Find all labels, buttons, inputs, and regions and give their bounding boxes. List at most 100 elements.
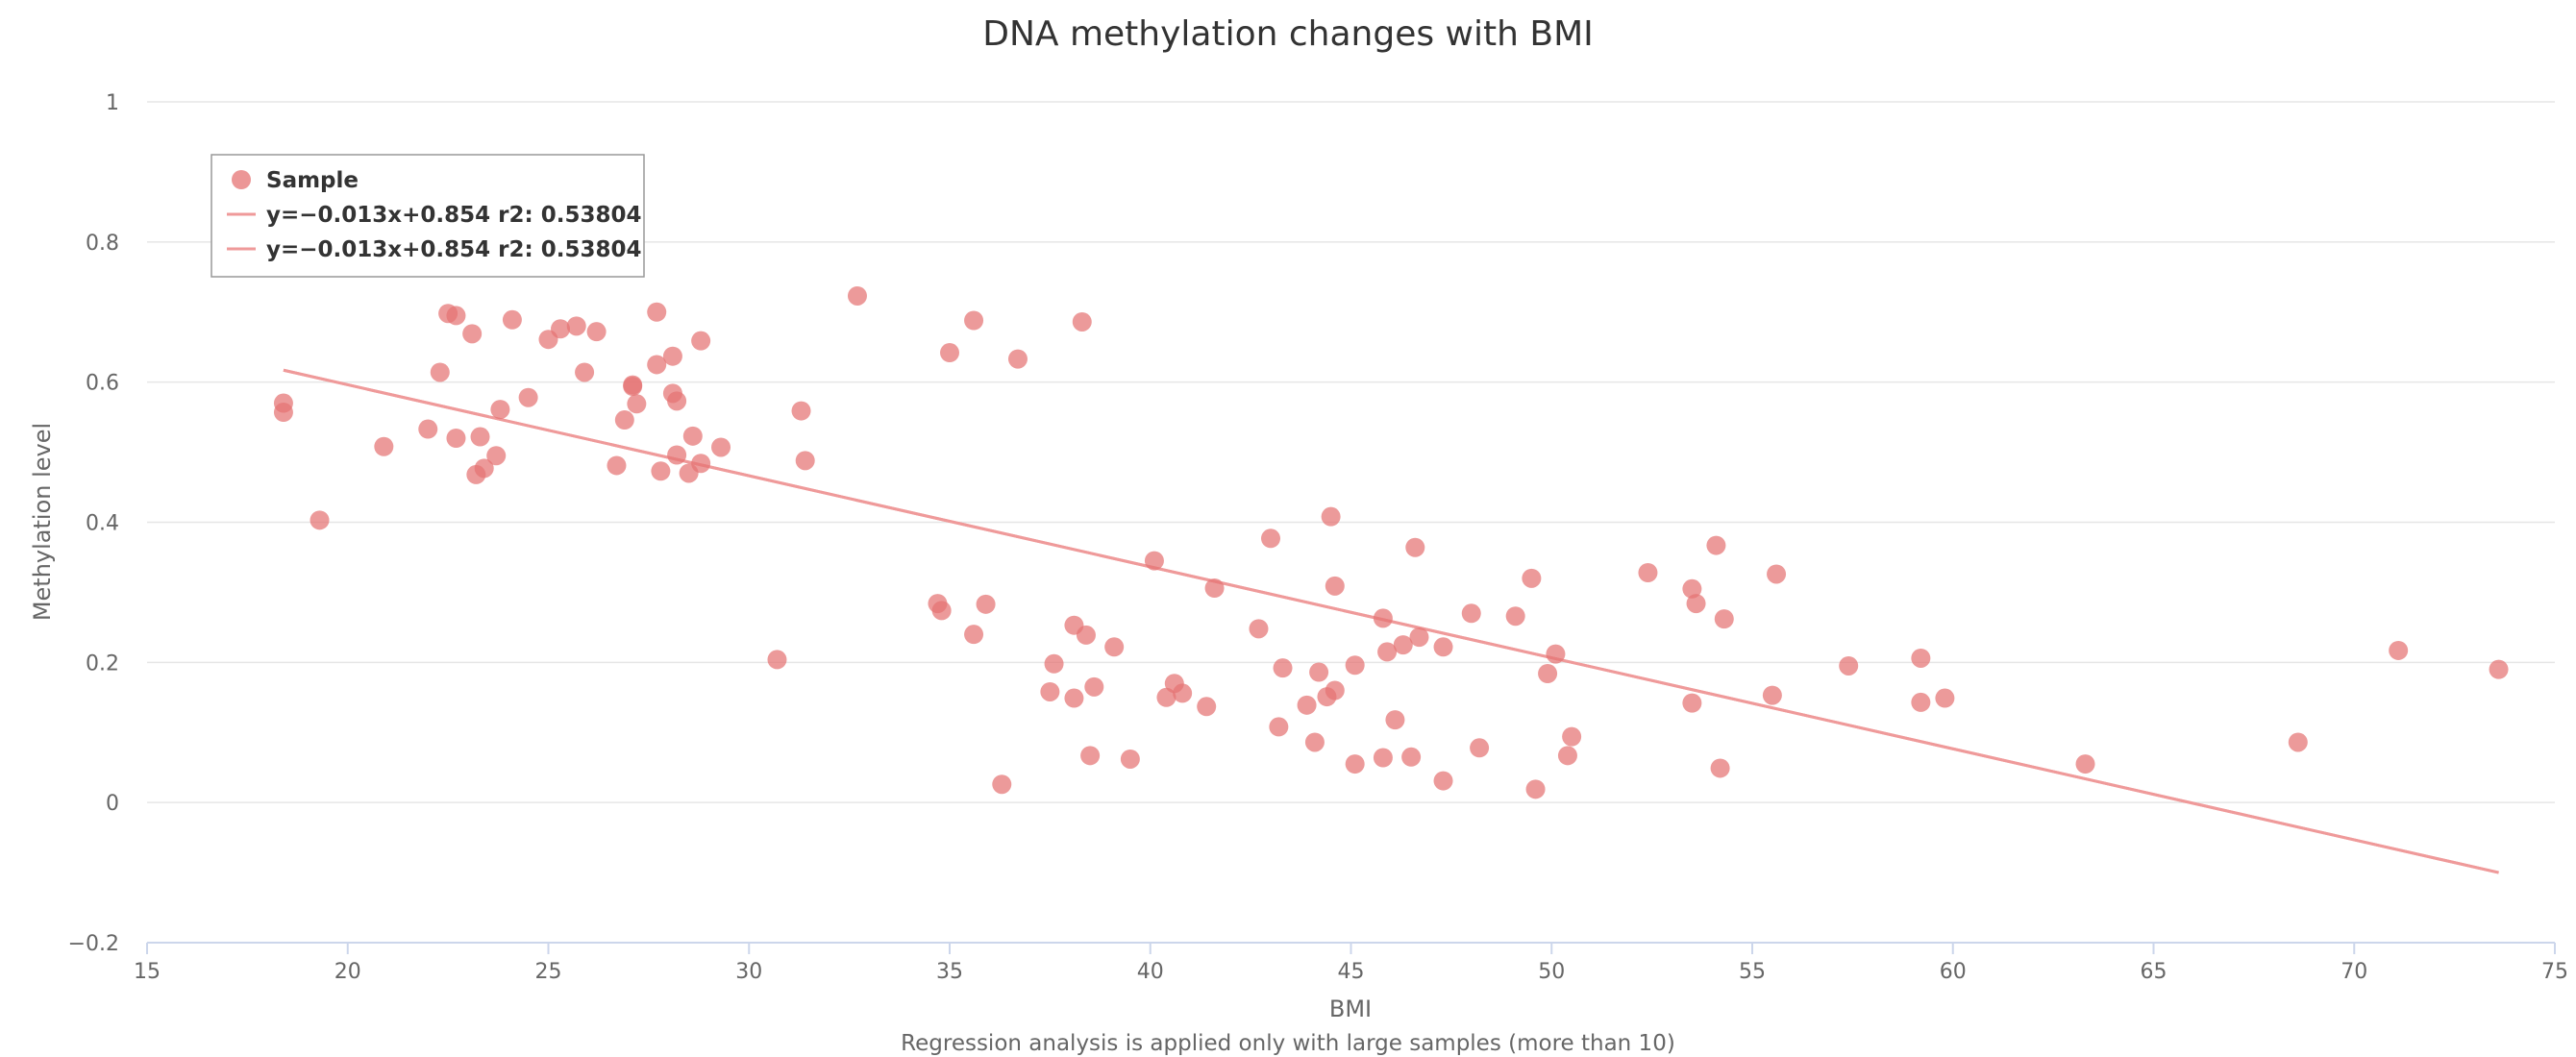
data-point[interactable]	[1273, 658, 1293, 678]
data-point[interactable]	[651, 461, 671, 481]
data-point[interactable]	[614, 410, 634, 430]
data-point[interactable]	[1557, 746, 1577, 766]
data-point[interactable]	[1120, 749, 1140, 769]
data-point[interactable]	[1080, 746, 1101, 766]
data-point[interactable]	[1538, 664, 1558, 683]
data-point[interactable]	[964, 625, 984, 645]
data-point[interactable]	[1562, 726, 1582, 747]
data-point[interactable]	[1686, 594, 1706, 614]
data-point[interactable]	[1911, 648, 1931, 668]
data-point[interactable]	[1839, 655, 1859, 676]
data-point[interactable]	[1345, 655, 1365, 676]
data-point[interactable]	[462, 324, 483, 344]
data-point[interactable]	[1762, 685, 1782, 705]
data-point[interactable]	[682, 426, 703, 446]
data-point[interactable]	[374, 436, 394, 456]
data-point[interactable]	[1377, 642, 1398, 662]
data-point[interactable]	[446, 306, 466, 326]
data-point[interactable]	[940, 343, 959, 363]
data-point[interactable]	[1044, 653, 1064, 674]
data-point[interactable]	[1007, 349, 1028, 369]
data-point[interactable]	[418, 419, 438, 439]
data-point[interactable]	[551, 319, 571, 339]
data-point[interactable]	[502, 309, 522, 330]
data-point[interactable]	[1714, 609, 1734, 629]
data-point[interactable]	[691, 454, 711, 474]
data-point[interactable]	[623, 377, 643, 397]
data-point[interactable]	[1104, 637, 1125, 657]
data-point[interactable]	[847, 285, 867, 306]
data-point[interactable]	[1076, 625, 1096, 645]
data-point[interactable]	[1072, 311, 1092, 332]
legend-sample-label[interactable]: Sample	[266, 168, 359, 193]
data-point[interactable]	[1433, 771, 1453, 791]
data-point[interactable]	[711, 437, 731, 457]
data-point[interactable]	[1470, 738, 1490, 758]
data-point[interactable]	[1401, 747, 1422, 767]
data-point[interactable]	[1393, 635, 1413, 655]
data-point[interactable]	[1682, 578, 1702, 599]
data-point[interactable]	[931, 601, 952, 621]
data-point[interactable]	[1525, 779, 1546, 799]
data-point[interactable]	[1204, 578, 1225, 599]
data-point[interactable]	[1522, 568, 1542, 588]
data-point[interactable]	[1325, 576, 1345, 596]
data-point[interactable]	[586, 322, 607, 342]
data-point[interactable]	[607, 455, 627, 476]
legend-line2-label[interactable]: y=−0.013x+0.854 r2: 0.53804	[266, 237, 641, 262]
data-point[interactable]	[1911, 692, 1931, 712]
data-point[interactable]	[964, 310, 984, 331]
data-point[interactable]	[1433, 637, 1453, 657]
data-point[interactable]	[273, 393, 293, 413]
data-point[interactable]	[691, 331, 711, 351]
data-point[interactable]	[470, 427, 490, 447]
data-point[interactable]	[791, 401, 811, 421]
data-point[interactable]	[1710, 758, 1730, 778]
data-point[interactable]	[627, 394, 647, 414]
legend-line1-label[interactable]: y=−0.013x+0.854 r2: 0.53804	[266, 203, 641, 228]
data-point[interactable]	[1935, 688, 1955, 708]
data-point[interactable]	[2075, 754, 2095, 774]
data-point[interactable]	[1040, 681, 1060, 701]
data-point[interactable]	[1546, 644, 1566, 664]
data-point[interactable]	[1144, 551, 1164, 571]
data-point[interactable]	[1638, 563, 1658, 582]
data-point[interactable]	[662, 346, 682, 366]
data-point[interactable]	[667, 445, 687, 465]
data-point[interactable]	[2389, 640, 2409, 660]
data-point[interactable]	[1304, 732, 1325, 752]
data-point[interactable]	[1297, 695, 1317, 715]
data-point[interactable]	[1505, 606, 1525, 627]
data-point[interactable]	[566, 316, 586, 336]
data-point[interactable]	[1249, 619, 1269, 639]
data-point[interactable]	[1706, 535, 1726, 555]
data-point[interactable]	[2489, 659, 2509, 679]
data-point[interactable]	[976, 594, 996, 614]
data-point[interactable]	[1197, 697, 1217, 717]
data-point[interactable]	[486, 446, 507, 466]
data-point[interactable]	[1325, 680, 1345, 701]
data-point[interactable]	[430, 362, 450, 382]
data-point[interactable]	[1767, 564, 1787, 584]
data-point[interactable]	[2288, 732, 2308, 752]
data-point[interactable]	[1345, 754, 1365, 774]
data-point[interactable]	[667, 391, 687, 411]
data-point[interactable]	[1405, 537, 1425, 557]
data-point[interactable]	[1385, 710, 1405, 730]
data-point[interactable]	[446, 429, 466, 448]
data-point[interactable]	[1173, 683, 1193, 703]
data-point[interactable]	[518, 387, 538, 407]
data-point[interactable]	[1064, 688, 1084, 708]
data-point[interactable]	[1409, 627, 1429, 648]
data-point[interactable]	[1261, 528, 1280, 549]
data-point[interactable]	[647, 302, 667, 322]
data-point[interactable]	[795, 451, 815, 471]
data-point[interactable]	[310, 510, 330, 530]
data-point[interactable]	[490, 400, 510, 420]
data-point[interactable]	[767, 650, 787, 670]
data-point[interactable]	[1084, 676, 1104, 697]
data-point[interactable]	[575, 362, 595, 382]
data-point[interactable]	[992, 774, 1012, 795]
data-point[interactable]	[647, 355, 667, 375]
data-point[interactable]	[1373, 608, 1393, 628]
